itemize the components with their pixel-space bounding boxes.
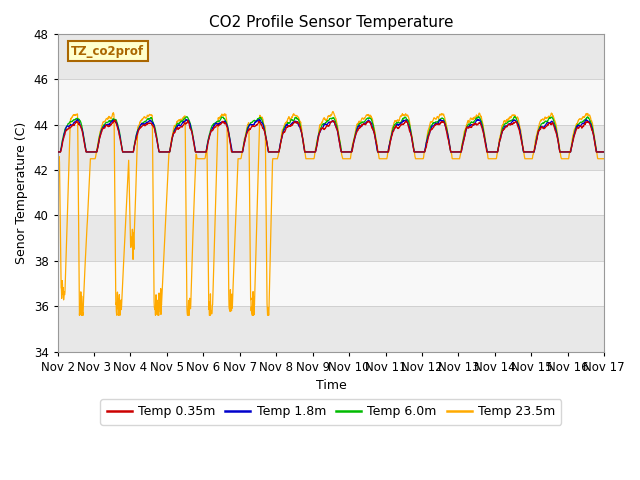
Bar	[58, 306, 604, 352]
Bar	[58, 125, 604, 170]
Y-axis label: Senor Temperature (C): Senor Temperature (C)	[15, 121, 28, 264]
Text: TZ_co2prof: TZ_co2prof	[71, 45, 145, 58]
Bar	[58, 34, 604, 79]
X-axis label: Time: Time	[316, 379, 346, 392]
Legend: Temp 0.35m, Temp 1.8m, Temp 6.0m, Temp 23.5m: Temp 0.35m, Temp 1.8m, Temp 6.0m, Temp 2…	[100, 399, 561, 425]
Bar	[58, 216, 604, 261]
Bar	[58, 170, 604, 216]
Title: CO2 Profile Sensor Temperature: CO2 Profile Sensor Temperature	[209, 15, 453, 30]
Bar	[58, 261, 604, 306]
Bar	[58, 79, 604, 125]
